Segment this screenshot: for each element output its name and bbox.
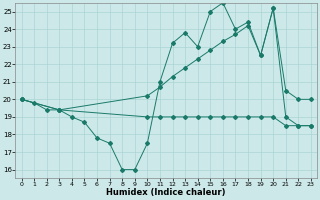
X-axis label: Humidex (Indice chaleur): Humidex (Indice chaleur) — [107, 188, 226, 197]
